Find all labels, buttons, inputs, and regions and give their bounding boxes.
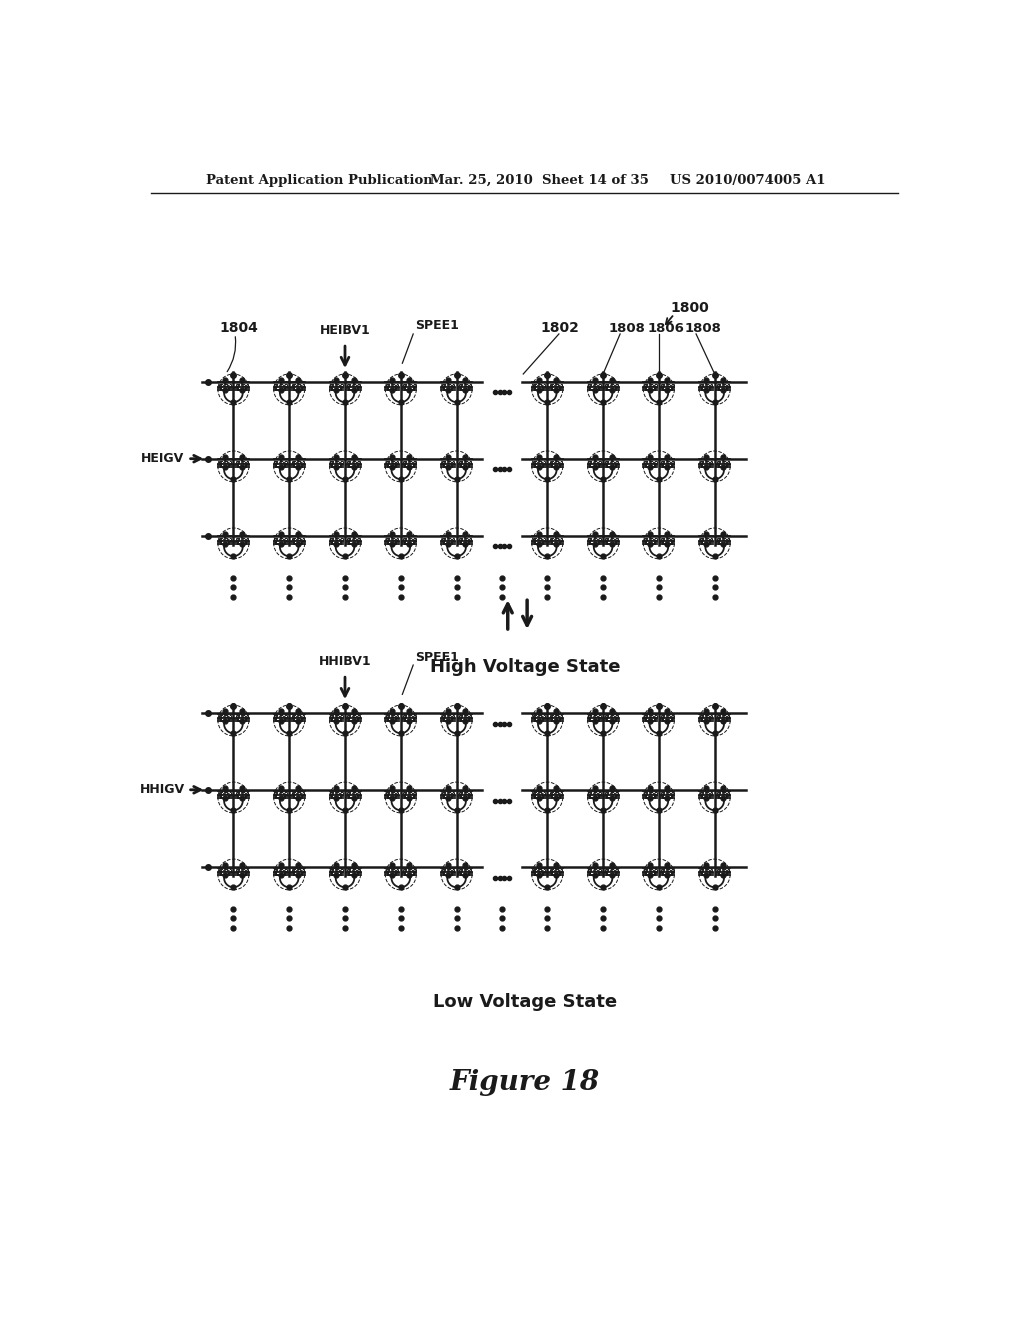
Text: High Voltage State: High Voltage State — [429, 657, 621, 676]
Text: 1804: 1804 — [219, 321, 258, 335]
Text: 1806: 1806 — [647, 322, 684, 335]
Text: Patent Application Publication: Patent Application Publication — [206, 174, 432, 187]
Text: HEIBV1: HEIBV1 — [319, 323, 371, 337]
Text: US 2010/0074005 A1: US 2010/0074005 A1 — [671, 174, 826, 187]
Text: 1808: 1808 — [608, 322, 645, 335]
Text: HEIGV: HEIGV — [141, 453, 184, 465]
Text: Figure 18: Figure 18 — [450, 1069, 600, 1096]
Text: 1808: 1808 — [684, 322, 721, 335]
Text: SPEE1: SPEE1 — [415, 319, 459, 333]
Text: Low Voltage State: Low Voltage State — [433, 993, 616, 1011]
Text: 1800: 1800 — [671, 301, 710, 315]
Text: SPEE1: SPEE1 — [415, 651, 459, 664]
Text: Mar. 25, 2010  Sheet 14 of 35: Mar. 25, 2010 Sheet 14 of 35 — [430, 174, 649, 187]
Text: 1802: 1802 — [541, 321, 580, 335]
Text: HHIGV: HHIGV — [139, 783, 184, 796]
Text: HHIBV1: HHIBV1 — [318, 655, 372, 668]
